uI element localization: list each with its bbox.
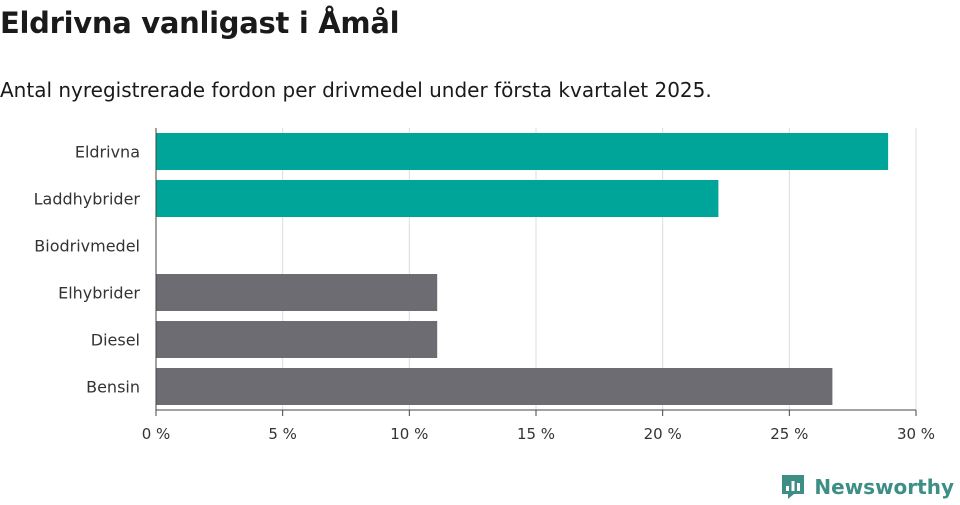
- newsworthy-logo-icon: [782, 475, 805, 499]
- brand: Newsworthy: [780, 473, 954, 501]
- x-tick-label: 5 %: [268, 425, 297, 443]
- x-tick-label: 30 %: [897, 425, 935, 443]
- bar: [156, 133, 889, 170]
- x-tick-label: 20 %: [644, 425, 682, 443]
- x-tick-label: 25 %: [770, 425, 808, 443]
- category-label: Laddhybrider: [34, 190, 141, 209]
- brand-name: Newsworthy: [814, 475, 954, 499]
- chart-subtitle: Antal nyregistrerade fordon per drivmede…: [0, 78, 712, 102]
- category-label: Biodrivmedel: [34, 237, 140, 256]
- bar: [156, 274, 438, 311]
- category-label: Diesel: [91, 331, 140, 350]
- bar-chart: 0 % 5 % 10 % 15 % 20 % 25 % 30 % Eldrivna Laddhy…: [34, 128, 935, 443]
- category-label: Eldrivna: [75, 143, 140, 162]
- x-tick-label: 10 %: [390, 425, 428, 443]
- bar: [156, 368, 833, 405]
- x-tick-label: 0 %: [142, 425, 171, 443]
- x-tick-label: 15 %: [517, 425, 555, 443]
- bar: [156, 321, 438, 358]
- bar: [156, 180, 719, 217]
- category-label: Elhybrider: [58, 284, 140, 303]
- category-label: Bensin: [86, 378, 140, 397]
- chart-title: Eldrivna vanligast i Åmål: [0, 6, 400, 40]
